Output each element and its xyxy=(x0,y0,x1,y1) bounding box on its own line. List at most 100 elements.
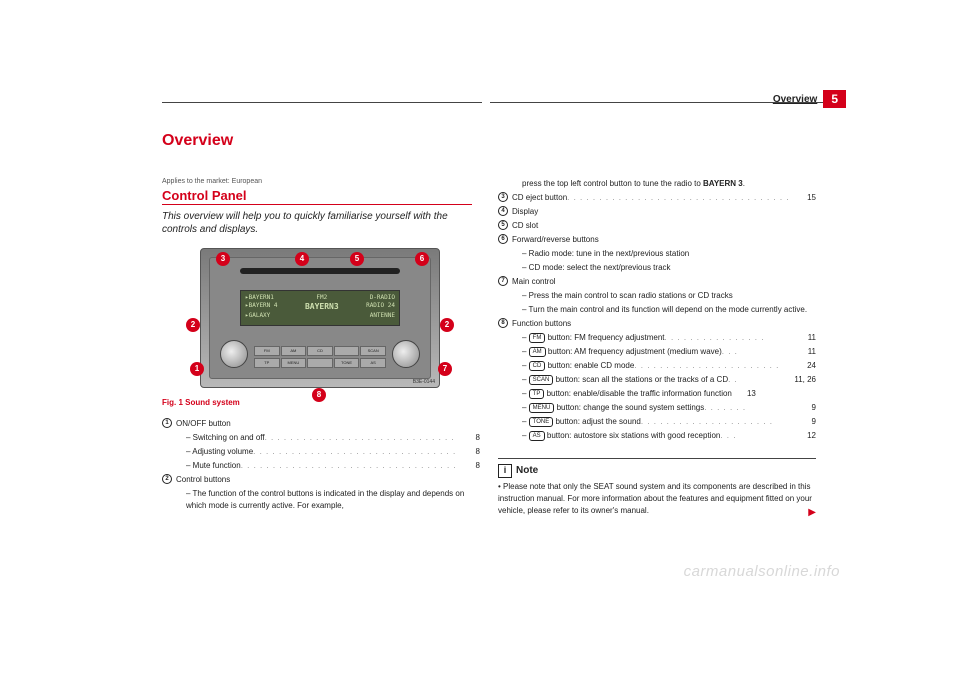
fm-btn-ref: FM xyxy=(529,333,546,343)
disp-cell: ANTENNE xyxy=(370,312,395,320)
callout-4: 4 xyxy=(295,252,309,266)
blank-button xyxy=(307,358,333,368)
item-label: Control buttons xyxy=(176,474,230,486)
tp-btn-ref: TP xyxy=(529,389,545,399)
watermark: carmanualsonline.info xyxy=(684,563,840,580)
sub-item: The function of the control buttons is i… xyxy=(186,489,464,510)
as-button: AS xyxy=(360,358,386,368)
ref-3: 3 xyxy=(498,192,508,202)
item-label: ON/OFF button xyxy=(176,418,231,430)
header-section-label: Overview xyxy=(773,94,817,105)
tone-button: TONE xyxy=(334,358,360,368)
page-ref: 9 xyxy=(792,416,816,428)
figure-ref: B3E-0144 xyxy=(413,379,435,385)
btn-desc: button: FM frequency adjustment xyxy=(545,333,664,342)
as-btn-ref: AS xyxy=(529,431,545,441)
item-label: Forward/reverse buttons xyxy=(512,234,599,246)
cont-bold: BAYERN 3 xyxy=(703,179,743,188)
sub-item: Adjusting volume xyxy=(192,447,253,456)
ref-7: 7 xyxy=(498,276,508,286)
sub-item: Radio mode: tune in the next/previous st… xyxy=(529,249,690,258)
page-ref: 24 xyxy=(792,360,816,372)
page-ref: 15 xyxy=(792,192,816,204)
figure-caption: Fig. 1 Sound system xyxy=(162,398,240,407)
sub-item: Turn the main control and its function w… xyxy=(529,305,808,314)
callout-5: 5 xyxy=(350,252,364,266)
btn-desc: button: adjust the sound xyxy=(553,417,641,426)
item-label: CD slot xyxy=(512,220,538,232)
callout-6: 6 xyxy=(415,252,429,266)
ref-4: 4 xyxy=(498,206,508,216)
btn-desc: button: AM frequency adjustment (medium … xyxy=(546,347,722,356)
callout-3: 3 xyxy=(216,252,230,266)
sub-item: Mute function xyxy=(193,461,241,470)
left-column: 1ON/OFF button – Switching on and off . … xyxy=(162,418,480,514)
header-rule-left xyxy=(162,102,482,103)
disp-cell: ▸BAYERN 4 xyxy=(245,302,278,312)
btn-desc: button: enable CD mode xyxy=(545,361,634,370)
cd-btn-ref: CD xyxy=(529,361,546,371)
item-label: Function buttons xyxy=(512,318,571,330)
page-header: Overview 5 xyxy=(773,90,846,108)
callout-7: 7 xyxy=(438,362,452,376)
tone-btn-ref: TONE xyxy=(529,417,554,427)
intro-text: This overview will help you to quickly f… xyxy=(162,210,472,236)
subtitle-rule xyxy=(162,204,472,205)
page-ref: 8 xyxy=(456,460,480,472)
menu-btn-ref: MENU xyxy=(529,403,555,413)
page-ref: 11, 26 xyxy=(782,374,816,386)
disp-cell: RADIO 24 xyxy=(366,302,395,312)
disp-cell: BAYERN3 xyxy=(305,302,339,312)
am-button: AM xyxy=(281,346,307,356)
radio-display: ▸BAYERN1FM2D-RADIO ▸BAYERN 4BAYERN3RADIO… xyxy=(240,290,400,326)
btn-desc: button: enable/disable the traffic infor… xyxy=(544,389,732,398)
disp-cell: ▸GALAXY xyxy=(245,312,270,320)
page-title: Overview xyxy=(162,132,233,150)
am-btn-ref: AM xyxy=(529,347,546,357)
note-body: • Please note that only the SEAT sound s… xyxy=(498,481,816,517)
scan-btn-ref: SCAN xyxy=(529,375,554,385)
info-icon: i xyxy=(498,464,512,478)
ref-1: 1 xyxy=(162,418,172,428)
sub-item: Press the main control to scan radio sta… xyxy=(529,291,733,300)
callout-8: 8 xyxy=(312,388,326,402)
sub-item: Switching on and off xyxy=(193,433,265,442)
page-ref: 9 xyxy=(792,402,816,414)
applies-to-label: Applies to the market: European xyxy=(162,178,262,185)
page-ref: 11 xyxy=(792,346,816,358)
onoff-knob xyxy=(220,340,248,368)
main-control-knob xyxy=(392,340,420,368)
disp-cell: ▸BAYERN1 xyxy=(245,294,274,302)
radio-unit: ▸BAYERN1FM2D-RADIO ▸BAYERN 4BAYERN3RADIO… xyxy=(209,257,431,379)
menu-button: MENU xyxy=(281,358,307,368)
btn-desc: button: autostore six stations with good… xyxy=(545,431,721,440)
note-title: Note xyxy=(516,465,538,476)
callout-2: 2 xyxy=(186,318,200,332)
page-ref: 8 xyxy=(456,432,480,444)
fm-button: FM xyxy=(254,346,280,356)
sound-system-figure: ▸BAYERN1FM2D-RADIO ▸BAYERN 4BAYERN3RADIO… xyxy=(200,248,440,388)
btn-desc: button: scan all the stations or the tra… xyxy=(553,375,728,384)
callout-1: 1 xyxy=(190,362,204,376)
item-label: CD eject button xyxy=(512,192,567,204)
section-subtitle: Control Panel xyxy=(162,188,247,203)
ref-8: 8 xyxy=(498,318,508,328)
page-ref: 8 xyxy=(456,446,480,458)
item-label: Display xyxy=(512,206,538,218)
continue-arrow-icon: ▶ xyxy=(808,505,816,520)
btn-desc: button: change the sound system settings xyxy=(554,403,704,412)
tp-button: TP xyxy=(254,358,280,368)
button-row-2: TP MENU TONE AS xyxy=(254,358,386,368)
blank-button xyxy=(334,346,360,356)
note-text: Please note that only the SEAT sound sys… xyxy=(498,482,812,515)
page-ref: 12 xyxy=(792,430,816,442)
sub-item: CD mode: select the next/previous track xyxy=(529,263,671,272)
cd-button: CD xyxy=(307,346,333,356)
ref-2: 2 xyxy=(162,474,172,484)
page-ref: 11 xyxy=(792,332,816,344)
callout-2b: 2 xyxy=(440,318,454,332)
note-rule xyxy=(498,458,816,459)
item-label: Main control xyxy=(512,276,556,288)
ref-5: 5 xyxy=(498,220,508,230)
cont-text: press the top left control button to tun… xyxy=(522,179,703,188)
